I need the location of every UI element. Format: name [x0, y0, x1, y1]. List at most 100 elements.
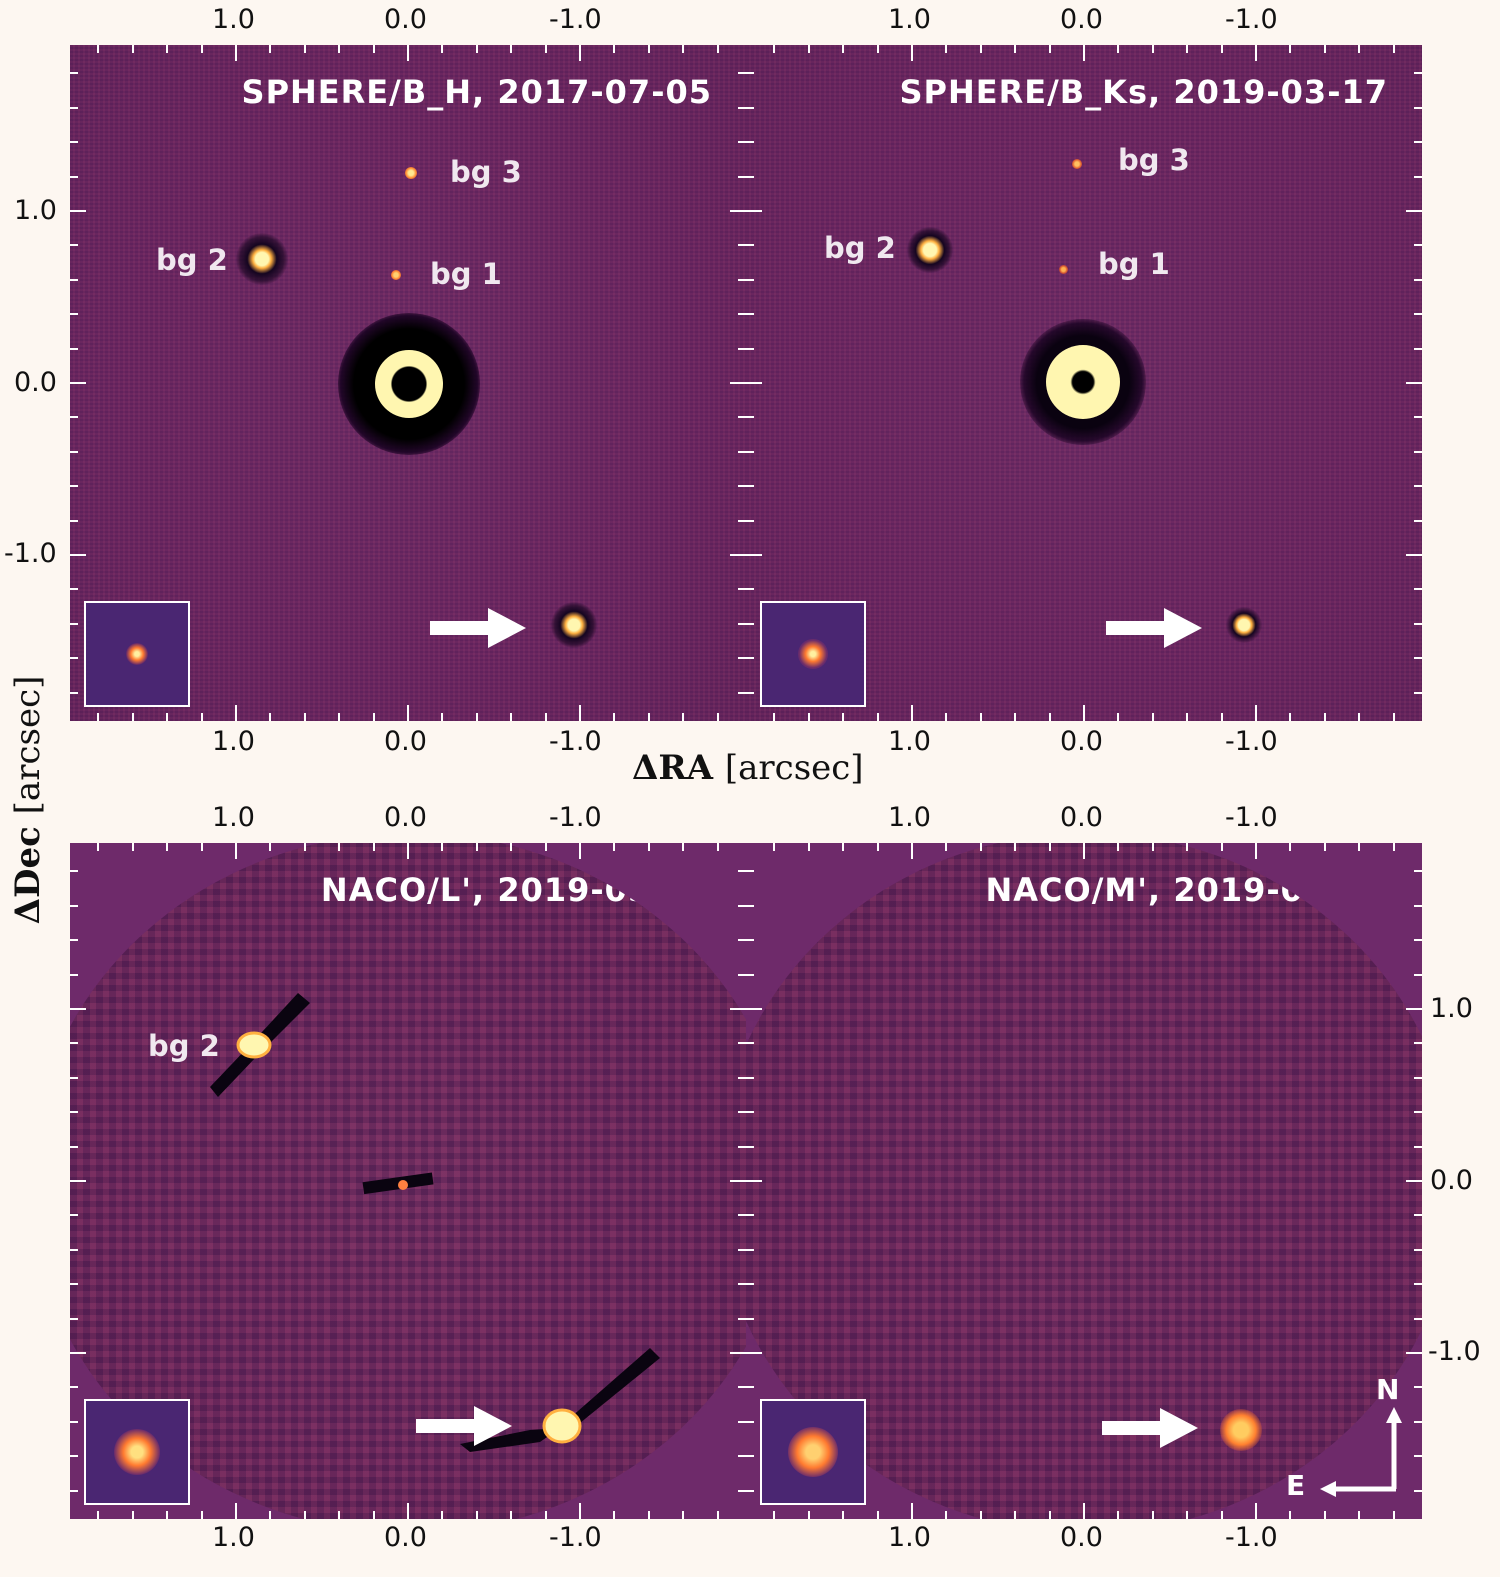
tick-mark	[911, 45, 913, 61]
panel-title: SPHERE/B_Ks, 2019-03-17	[899, 73, 1388, 111]
tick-mark	[1414, 278, 1422, 281]
tick-mark	[1323, 713, 1326, 721]
source-bg3	[1072, 159, 1082, 169]
tick-mark	[716, 1511, 719, 1519]
tick-mark	[746, 1111, 754, 1114]
tick-mark	[746, 1386, 754, 1389]
tick-mark	[738, 904, 746, 907]
tick-mark	[372, 45, 375, 53]
tick-mark	[746, 1420, 754, 1423]
x-tick-label: 0.0	[384, 1522, 427, 1553]
tick-mark	[70, 175, 78, 178]
tick-mark	[746, 1042, 754, 1045]
tick-mark	[70, 1352, 86, 1354]
panel-title: SPHERE/B_H, 2017-07-05	[241, 73, 712, 111]
tick-mark	[746, 904, 754, 907]
tick-mark	[70, 347, 78, 350]
tick-mark	[945, 843, 948, 851]
tick-mark	[303, 45, 306, 53]
tick-mark	[70, 278, 78, 281]
tick-mark	[70, 1420, 78, 1423]
tick-mark	[338, 843, 341, 851]
tick-mark	[1414, 904, 1422, 907]
panel-naco-l: NACO/L', 2019-05-18 bg 2	[70, 843, 746, 1519]
x-tick-label: -1.0	[549, 4, 602, 35]
psf-inset	[84, 601, 190, 707]
tick-mark	[235, 843, 237, 859]
tick-mark	[131, 45, 134, 53]
tick-mark	[647, 843, 650, 851]
tick-mark	[70, 450, 78, 453]
panel-sphere-bh: SPHERE/B_H, 2017-07-05 bg 2 bg 3 bg 1	[70, 45, 746, 721]
tick-mark	[70, 870, 78, 873]
compass-north-label: N	[1376, 1373, 1400, 1406]
tick-mark	[235, 705, 237, 721]
tick-mark	[1186, 45, 1189, 53]
label-bg2: bg 2	[824, 231, 896, 265]
tick-mark	[1151, 45, 1154, 53]
tick-mark	[738, 72, 746, 75]
tick-mark	[1014, 843, 1017, 851]
arrow-icon	[1106, 608, 1202, 648]
source-bg1	[1059, 265, 1068, 274]
tick-mark	[70, 141, 78, 144]
tick-mark	[97, 843, 100, 851]
tick-mark	[842, 713, 845, 721]
tick-mark	[1117, 45, 1120, 53]
tick-mark	[979, 843, 982, 851]
arrow-icon	[416, 1406, 512, 1446]
tick-mark	[70, 973, 78, 976]
tick-mark	[682, 45, 685, 53]
tick-mark	[613, 713, 616, 721]
tick-mark	[1151, 843, 1154, 851]
tick-mark	[746, 622, 754, 625]
tick-mark	[876, 1511, 879, 1519]
tick-mark	[579, 45, 581, 61]
tick-mark	[746, 939, 754, 942]
tick-mark	[1083, 45, 1085, 61]
tick-mark	[682, 713, 685, 721]
tick-mark	[1392, 45, 1395, 53]
tick-mark	[746, 450, 754, 453]
psf-inset	[760, 601, 866, 707]
x-tick-label: 1.0	[888, 726, 931, 757]
tick-mark	[1414, 1386, 1422, 1389]
tick-mark	[1358, 1511, 1361, 1519]
tick-mark	[544, 45, 547, 53]
tick-mark	[1220, 1511, 1223, 1519]
tick-mark	[738, 1076, 746, 1079]
tick-mark	[70, 106, 78, 109]
tick-mark	[70, 588, 78, 591]
tick-mark	[746, 244, 754, 247]
tick-mark	[1255, 1503, 1257, 1519]
y-tick-label: 1.0	[1430, 993, 1473, 1024]
tick-mark	[1406, 554, 1422, 556]
tick-mark	[1414, 1111, 1422, 1114]
tick-mark	[746, 1317, 754, 1320]
tick-mark	[979, 713, 982, 721]
tick-mark	[70, 1386, 78, 1389]
tick-mark	[131, 843, 134, 851]
tick-mark	[945, 1511, 948, 1519]
tick-mark	[1414, 1248, 1422, 1251]
tick-mark	[1392, 1511, 1395, 1519]
tick-mark	[338, 45, 341, 53]
tick-mark	[1414, 1076, 1422, 1079]
tick-mark	[876, 45, 879, 53]
source-bg1	[391, 270, 401, 280]
tick-mark	[131, 713, 134, 721]
tick-mark	[70, 939, 78, 942]
tick-mark	[807, 45, 810, 53]
y-tick-label: -1.0	[4, 538, 57, 569]
tick-mark	[738, 1283, 746, 1286]
tick-mark	[1083, 705, 1085, 721]
compass-east-label: E	[1286, 1469, 1306, 1502]
x-tick-label: 1.0	[212, 1522, 255, 1553]
tick-mark	[1117, 843, 1120, 851]
tick-mark	[738, 1042, 746, 1045]
tick-mark	[269, 1511, 272, 1519]
tick-mark	[1414, 1145, 1422, 1148]
tick-mark	[1358, 45, 1361, 53]
tick-mark	[1414, 519, 1422, 522]
x-axis-title: ΔRA [arcsec]	[632, 748, 864, 788]
